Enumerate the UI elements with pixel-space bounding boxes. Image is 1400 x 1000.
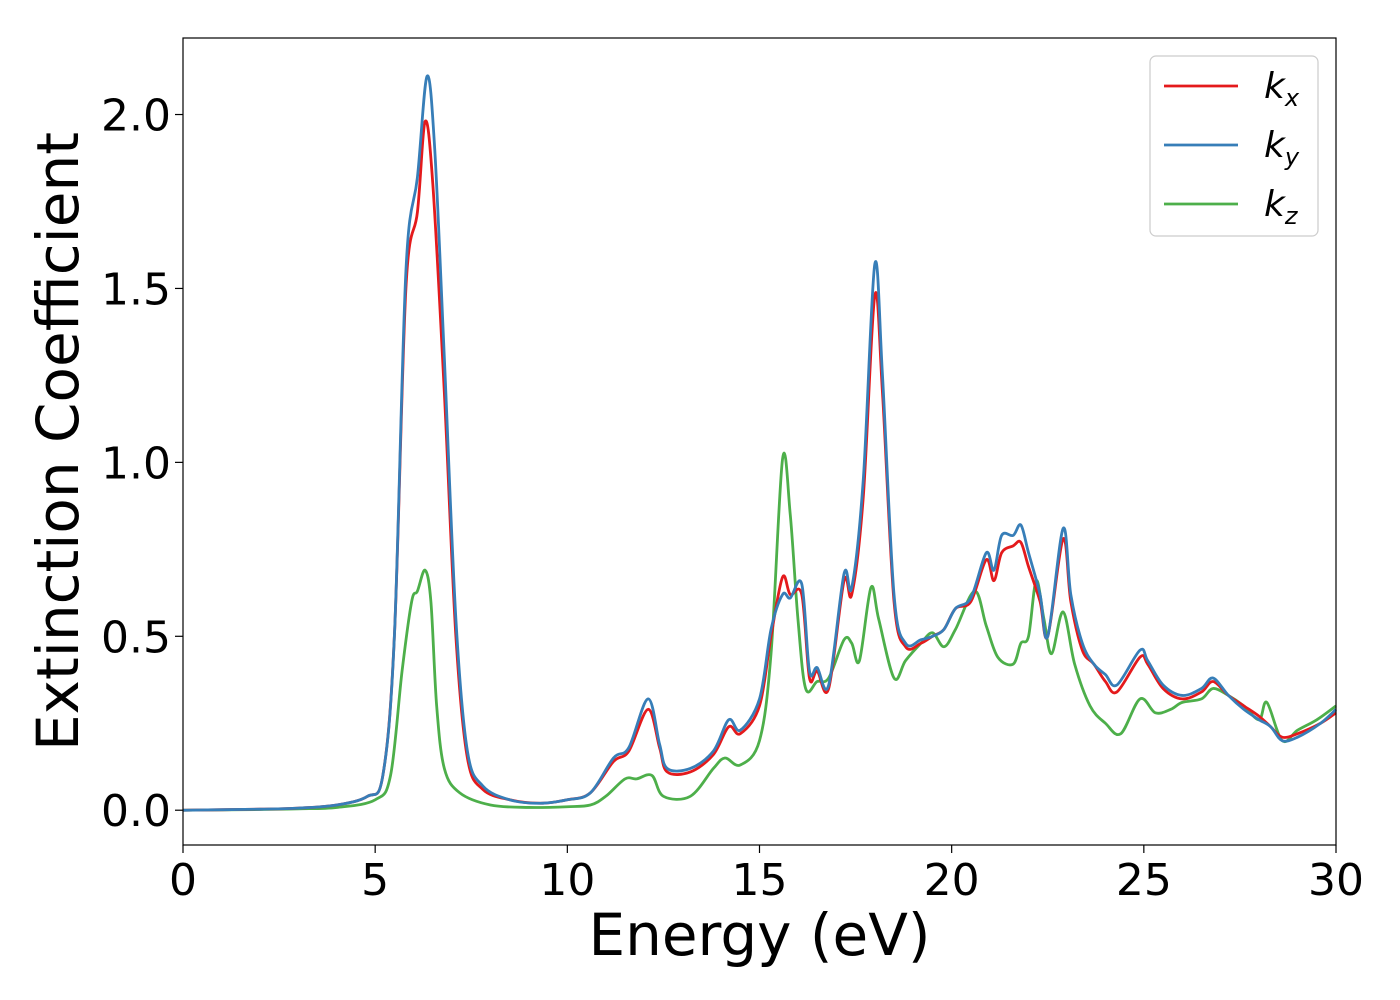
legend-label-base: k bbox=[1264, 66, 1287, 107]
y-tick-label: 0.5 bbox=[101, 612, 171, 663]
series-line-kz bbox=[182, 451, 1337, 812]
legend-label-ky: ky bbox=[1264, 125, 1300, 171]
legend-label-subscript: y bbox=[1284, 143, 1300, 171]
x-tick-label: 20 bbox=[924, 855, 980, 906]
series-line-kx bbox=[182, 119, 1337, 812]
y-tick-label: 1.5 bbox=[101, 264, 171, 315]
series-line-ky bbox=[182, 74, 1337, 812]
series-layer bbox=[182, 74, 1337, 812]
y-tick-label: 0.0 bbox=[101, 786, 171, 837]
x-axis-ticks: 0 5 10 15 20 25 30 bbox=[169, 845, 1364, 906]
x-tick-label: 30 bbox=[1308, 855, 1364, 906]
y-axis-ticks: 0.0 0.5 1.0 1.5 2.0 bbox=[101, 91, 183, 837]
legend-label-base: k bbox=[1264, 184, 1287, 225]
legend-label-kx: kx bbox=[1264, 66, 1300, 112]
x-tick-label: 0 bbox=[169, 855, 197, 906]
legend-label-subscript: x bbox=[1284, 84, 1300, 112]
x-tick-label: 5 bbox=[361, 855, 389, 906]
y-axis-title: Extinction Coefficient bbox=[24, 132, 92, 751]
y-tick-label: 1.0 bbox=[101, 438, 171, 489]
x-axis-title: Energy (eV) bbox=[588, 901, 930, 969]
x-tick-label: 15 bbox=[732, 855, 788, 906]
legend-label-subscript: z bbox=[1284, 202, 1299, 230]
x-tick-label: 10 bbox=[539, 855, 595, 906]
x-tick-label: 25 bbox=[1116, 855, 1172, 906]
legend-label-kz: kz bbox=[1264, 184, 1299, 230]
y-tick-label: 2.0 bbox=[101, 91, 171, 142]
legend-label-base: k bbox=[1264, 125, 1287, 166]
